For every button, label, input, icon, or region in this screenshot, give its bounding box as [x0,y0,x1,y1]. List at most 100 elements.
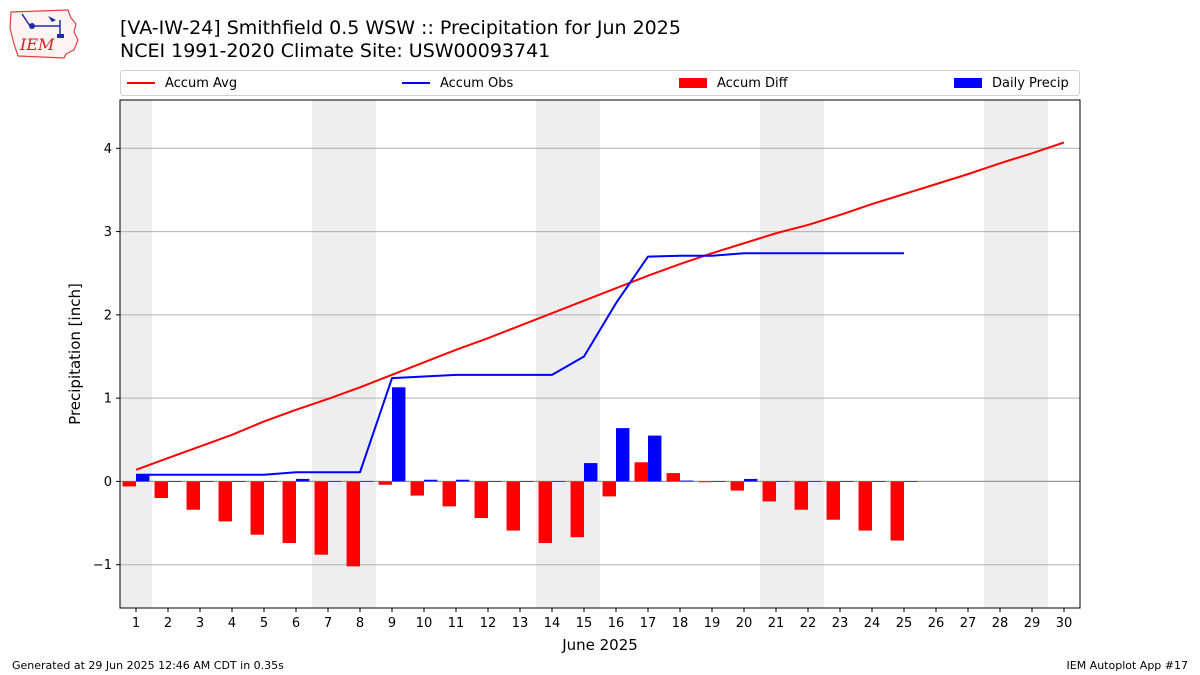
horizontal-gridlines [120,147,1080,566]
line-series [135,141,1065,476]
x-tick-label: 30 [1056,616,1073,631]
x-tick-label: 14 [544,616,561,631]
x-tick-label: 6 [292,616,300,631]
daily-precip-bar-day-9 [392,387,406,482]
accum-diff-bar-day-15 [570,481,584,538]
y-axis-ticks: −1 0 1 2 3 4 [93,142,120,573]
x-tick-label: 15 [576,616,593,631]
legend-item-daily-precip: Daily Precip [954,71,1069,95]
x-tick-label: 27 [960,616,977,631]
daily-precip-bar-day-12 [488,481,502,483]
accum-diff-bar-day-19 [698,481,712,483]
legend-swatch-accum-obs [402,82,430,84]
x-tick-label: 26 [928,616,945,631]
accum-diff-bar-day-11 [442,481,456,507]
x-tick-label: 12 [480,616,497,631]
legend-label-accum-obs: Accum Obs [440,75,514,91]
legend-item-accum-diff: Accum Diff [679,71,788,95]
daily-precip-bar-day-18 [680,480,694,482]
chart-legend: Accum Avg Accum Obs Accum Diff Daily Pre… [120,70,1080,96]
plot-frame [119,99,1081,609]
x-tick-label: 19 [704,616,721,631]
x-tick-label: 8 [356,616,364,631]
accum-diff-bar-day-3 [186,481,200,510]
daily-precip-bar-day-25 [904,481,918,483]
daily-precip-bar-day-10 [424,479,438,482]
x-tick-label: 18 [672,616,689,631]
daily-precip-bar-day-1 [136,474,150,482]
legend-item-accum-avg: Accum Avg [127,71,237,95]
accum-diff-bar-day-14 [538,481,552,544]
weekend-band-day-21 [760,100,792,608]
accum-diff-bar-day-12 [474,481,488,519]
accum-diff-bar-day-23 [826,481,840,520]
accum-obs-line [136,252,904,476]
accum-diff-bar-day-25 [890,481,904,541]
accum-diff-bar-day-2 [154,481,168,499]
daily-precip-bar-day-16 [616,428,630,482]
accum-diff-bar-day-20 [730,481,744,491]
chart-subtitle: NCEI 1991-2020 Climate Site: USW00093741 [120,40,551,62]
x-tick-label: 5 [260,616,268,631]
y-tick-label: 3 [104,225,112,240]
x-tick-label: 24 [864,616,881,631]
x-axis-label: June 2025 [561,636,638,654]
x-tick-label: 3 [196,616,204,631]
daily-precip-bar-day-21 [776,481,790,483]
logo-text: IEM [19,35,55,54]
legend-swatch-accum-avg [127,82,155,84]
x-tick-label: 2 [164,616,172,631]
daily-precip-bar-day-24 [872,481,886,483]
daily-precip-bar-day-22 [808,481,822,483]
accum-diff-bar-day-4 [218,481,232,522]
x-tick-label: 22 [800,616,817,631]
accum-diff-bar-day-22 [794,481,808,510]
generated-timestamp: Generated at 29 Jun 2025 12:46 AM CDT in… [12,659,284,672]
chart-title: [VA-IW-24] Smithfield 0.5 WSW :: Precipi… [120,17,681,39]
daily-precip-bar-day-5 [264,481,278,483]
daily-precip-bar-day-11 [456,479,470,482]
y-tick-label: 4 [104,142,112,157]
weekend-band-day-28 [984,100,1016,608]
daily-precip-bar-day-23 [840,481,854,483]
x-tick-label: 25 [896,616,913,631]
x-tick-label: 11 [448,616,465,631]
accum-diff-bar-day-5 [250,481,264,535]
app-credit: IEM Autoplot App #17 [1066,659,1189,672]
y-tick-label: −1 [93,558,112,573]
x-tick-label: 1 [132,616,140,631]
legend-swatch-daily-precip [954,78,982,88]
legend-label-daily-precip: Daily Precip [992,75,1069,91]
x-tick-label: 23 [832,616,849,631]
legend-label-accum-diff: Accum Diff [717,75,788,91]
accum-diff-bar-day-16 [602,481,616,497]
legend-swatch-accum-diff [679,78,707,88]
x-tick-label: 28 [992,616,1009,631]
accum-diff-bar-day-1 [122,481,136,487]
x-tick-label: 17 [640,616,657,631]
x-tick-label: 16 [608,616,625,631]
accum-diff-bar-day-6 [282,481,296,544]
accum-diff-bar-day-9 [378,481,392,485]
x-tick-label: 7 [324,616,332,631]
y-tick-label: 0 [104,475,112,490]
accum-diff-bar-day-8 [346,481,360,567]
bar-series [122,387,918,567]
iem-logo: IEM [8,6,82,60]
y-tick-label: 1 [104,392,112,407]
x-tick-label: 4 [228,616,236,631]
x-tick-label: 29 [1024,616,1041,631]
y-tick-label: 2 [104,308,112,323]
x-tick-label: 9 [388,616,396,631]
daily-precip-bar-day-8 [360,481,374,483]
accum-avg-line [135,141,1065,471]
daily-precip-bar-day-19 [712,481,726,483]
accum-diff-bar-day-24 [858,481,872,531]
daily-precip-bar-day-17 [648,435,662,482]
accum-diff-bar-day-7 [314,481,328,555]
weekend-band-day-29 [1016,100,1048,608]
accum-diff-bar-day-10 [410,481,424,496]
daily-precip-bar-day-15 [584,463,598,482]
accum-diff-bar-day-13 [506,481,520,531]
